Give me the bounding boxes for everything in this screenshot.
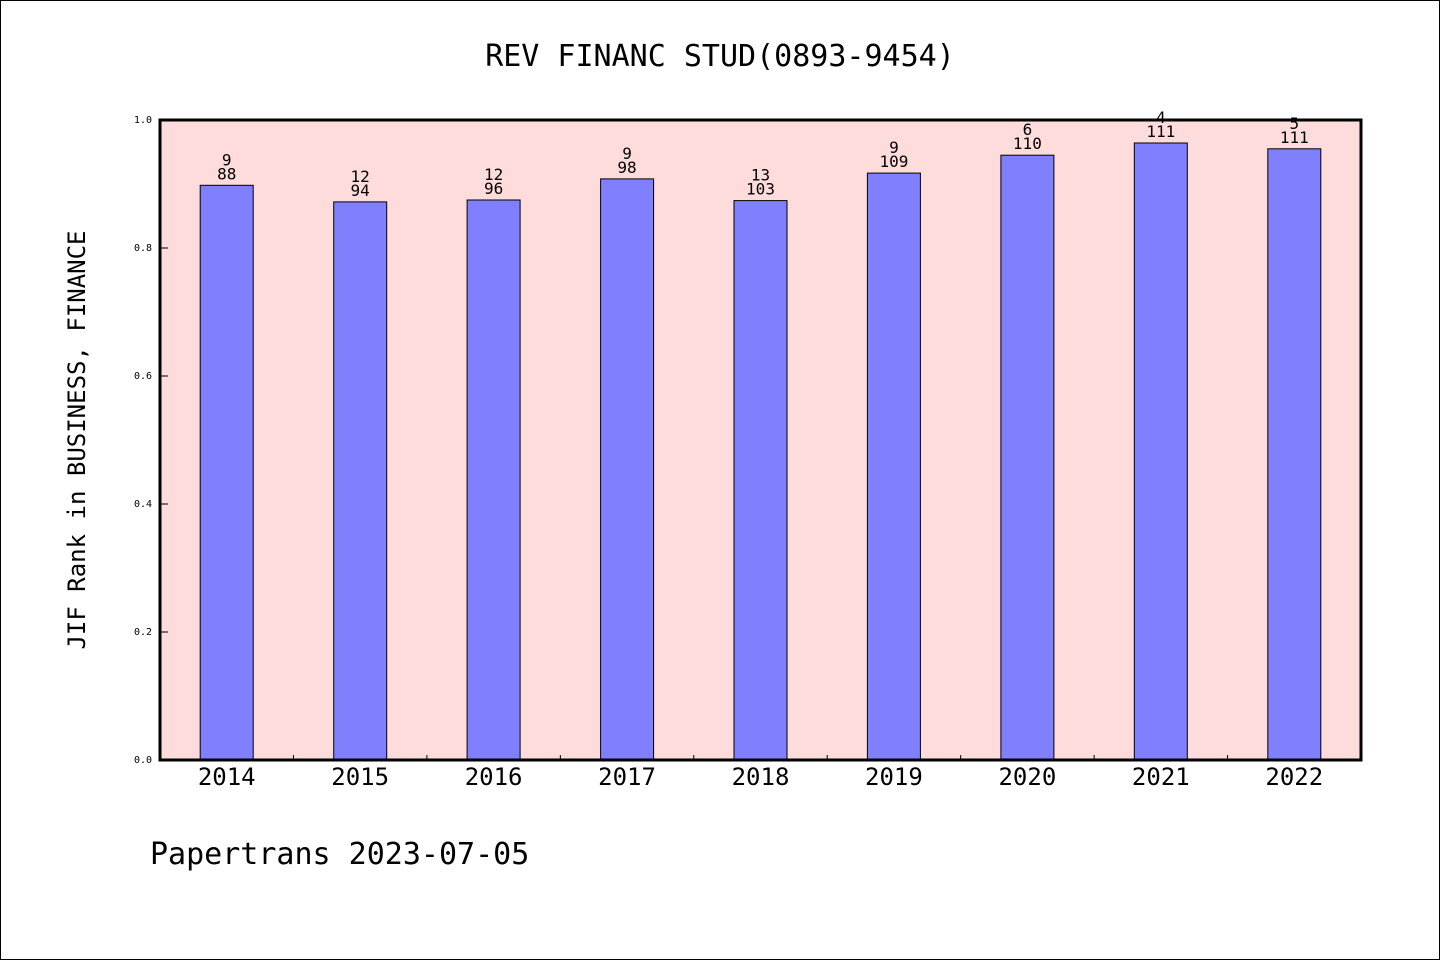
total-label-2022: 111 (1280, 128, 1309, 147)
y-tick-label: 0.6 (134, 371, 152, 382)
bar-2017 (600, 178, 655, 761)
x-tick-label-2019: 2019 (865, 763, 923, 791)
bars-layer (199, 142, 1322, 761)
x-tick-label-2020: 2020 (998, 763, 1056, 791)
bar-2019 (866, 172, 921, 761)
x-tick-label-2022: 2022 (1265, 763, 1323, 791)
total-label-2014: 88 (217, 164, 236, 183)
y-tick-label: 1.0 (134, 115, 152, 126)
x-tick-label-2014: 2014 (198, 763, 256, 791)
total-label-2021: 111 (1146, 122, 1175, 141)
rank-label-2017: 9 (622, 144, 632, 163)
rank-label-2016: 12 (484, 165, 503, 184)
plot-border (158, 118, 1363, 762)
y-axis: 0.0 0.2 0.4 0.6 0.8 1.0 (134, 115, 168, 766)
total-label-2017: 98 (617, 158, 636, 177)
y-tick-label: 0.8 (134, 243, 152, 254)
y-tick-label: 0.0 (134, 755, 152, 766)
rank-label-2014: 9 (222, 150, 232, 169)
total-label-2020: 110 (1013, 134, 1042, 153)
x-tick-label-2018: 2018 (732, 763, 790, 791)
total-label-2018: 103 (746, 180, 775, 199)
x-tick-label-2021: 2021 (1132, 763, 1190, 791)
bar-2018 (733, 200, 788, 761)
y-tick-label: 0.2 (134, 627, 152, 638)
y-tick-label: 0.4 (134, 499, 152, 510)
bar-2021 (1133, 142, 1188, 761)
bar-2014 (199, 184, 254, 761)
footer-text: Papertrans 2023-07-05 (150, 837, 529, 872)
y-axis-label: JIF Rank in BUSINESS, FINANCE (63, 230, 91, 649)
bar-2015 (333, 201, 388, 761)
total-label-2015: 94 (351, 181, 370, 200)
x-tick-label-2015: 2015 (331, 763, 389, 791)
rank-label-2020: 6 (1023, 120, 1033, 139)
rank-label-2019: 9 (889, 138, 899, 157)
bar-2016 (466, 199, 521, 761)
total-label-2016: 96 (484, 179, 503, 198)
rank-label-2015: 12 (351, 167, 370, 186)
x-tick-label-2017: 2017 (598, 763, 656, 791)
rank-label-2022: 5 (1289, 114, 1299, 133)
bar-2020 (1000, 154, 1055, 761)
x-tick-label-2016: 2016 (465, 763, 523, 791)
total-label-2019: 109 (879, 152, 908, 171)
x-axis: 2014 2015 2016 2017 2018 2019 2020 2021 2022 (198, 755, 1323, 791)
rank-label-2018: 13 (751, 166, 770, 185)
chart-title: REV FINANC STUD(0893-9454) (485, 39, 955, 74)
bar-2022 (1267, 148, 1322, 761)
rank-label-2021: 4 (1156, 108, 1166, 127)
